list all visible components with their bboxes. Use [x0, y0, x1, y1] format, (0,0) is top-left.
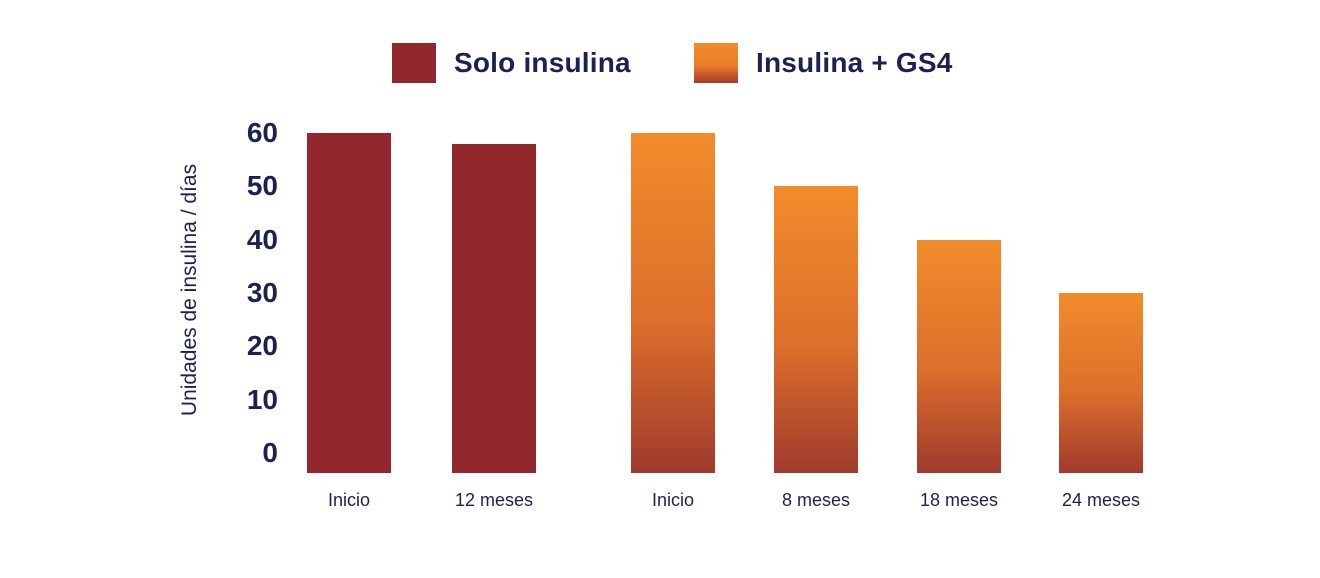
x-axis-label-insulina-gs4-18-meses: 18 meses	[919, 490, 999, 510]
x-axis-label-solo-insulina-12-meses: 12 meses	[454, 490, 534, 510]
bar-insulina-gs4-24-meses	[1059, 293, 1143, 473]
y-axis-tick-label: 20	[246, 330, 278, 362]
y-axis-tick-label: 30	[246, 277, 278, 308]
y-axis-tick-label: 10	[246, 383, 278, 415]
bar-insulina-gs4-8-meses	[774, 186, 858, 473]
x-axis-label-insulina-gs4-inicio: Inicio	[651, 490, 695, 510]
bar-insulina-gs4-18-meses	[917, 239, 1001, 473]
bar-solo-insulina-inicio	[307, 133, 391, 473]
bar-solo-insulina-12-meses	[452, 143, 536, 473]
x-axis-label-insulina-gs4-24-meses: 24 meses	[1061, 490, 1141, 510]
legend-swatch-solo-insulina	[392, 43, 436, 83]
x-axis-label-insulina-gs4-8-meses: 8 meses	[781, 490, 851, 510]
y-axis-tick-label: 60	[246, 117, 278, 148]
y-axis-tick-label: 50	[246, 170, 278, 202]
legend-label-solo-insulina: Solo insulina	[454, 47, 631, 78]
legend-item-solo-insulina: Solo insulina	[392, 43, 631, 83]
x-axis-label-solo-insulina-inicio: Inicio	[327, 490, 371, 510]
legend-label-insulina-gs4: Insulina + GS4	[756, 47, 953, 78]
y-axis-tick-label: 0	[262, 437, 278, 468]
bar-insulina-gs4-inicio	[631, 133, 715, 473]
y-axis-tick-label: 40	[246, 223, 278, 255]
legend-swatch-insulina-gs4	[694, 43, 738, 83]
legend-item-insulina-gs4: Insulina + GS4	[694, 43, 953, 83]
